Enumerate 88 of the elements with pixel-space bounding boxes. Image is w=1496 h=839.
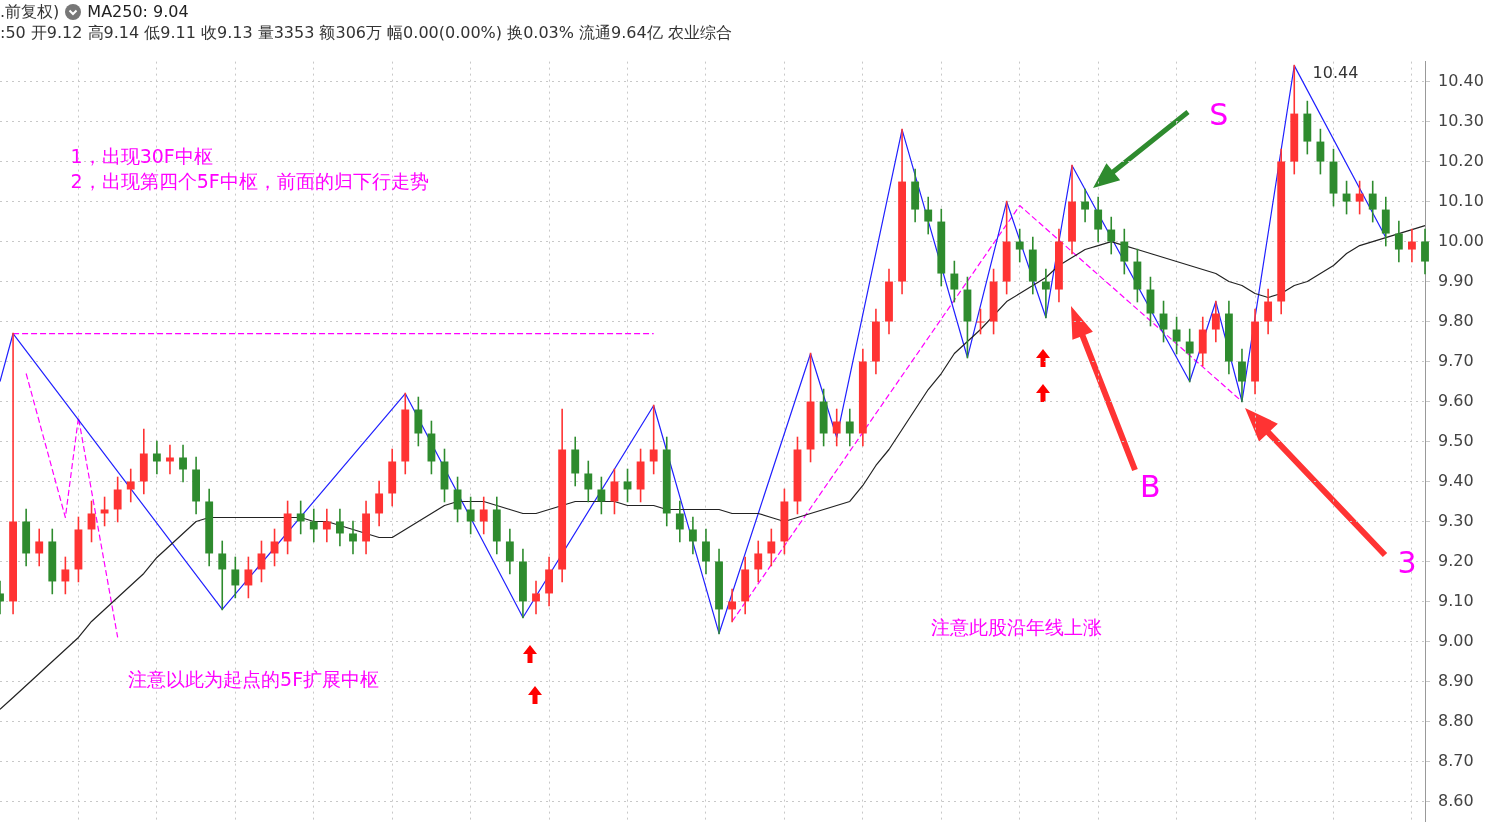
candlestick: [571, 436, 580, 487]
y-tick-label: 9.80: [1438, 310, 1474, 330]
candlestick: [1120, 228, 1129, 275]
candlestick: [309, 508, 318, 543]
candlestick: [597, 476, 606, 515]
y-tick-label: 10.10: [1438, 190, 1484, 210]
candlestick: [179, 444, 187, 483]
candlestick: [688, 516, 697, 555]
candlestick: [1094, 196, 1103, 243]
y-tick-label: 8.90: [1438, 670, 1474, 690]
candlestick: [479, 496, 488, 535]
candlestick: [322, 508, 331, 543]
candlestick: [414, 396, 423, 447]
candlestick: [1264, 288, 1273, 335]
candlestick: [1316, 128, 1325, 175]
candlestick: [728, 588, 737, 623]
annotation: 1，出现30F中枢 2，出现第四个5F中枢，前面的归下行走势: [70, 144, 429, 192]
candlestick: [349, 520, 357, 555]
candlestick: [767, 528, 776, 567]
candlestick: [218, 540, 227, 611]
candlestick: [832, 408, 841, 447]
y-tick-label: 9.50: [1438, 430, 1474, 450]
candlestick: [113, 476, 122, 523]
y-tick-label: 9.30: [1438, 510, 1474, 530]
y-tick-label: 8.80: [1438, 710, 1474, 730]
y-tick-label: 9.00: [1438, 630, 1474, 650]
candlestick: [1185, 328, 1194, 383]
chart-subtitle: :50 开9.12 高9.14 低9.11 收9.13 量3353 额306万 幅0.00(0.00%) 换0.03% 流通9.64亿 农业综合: [0, 22, 733, 43]
annotation: 3: [1397, 545, 1417, 581]
candlestick: [1041, 268, 1050, 319]
candlestick: [244, 556, 253, 599]
line-series: [25, 372, 119, 639]
y-tick-label: 9.10: [1438, 590, 1474, 610]
y-tick-label: 9.20: [1438, 550, 1474, 570]
candlestick: [152, 440, 161, 475]
candlestick: [100, 496, 109, 527]
candlestick: [924, 196, 933, 235]
annotation: S: [1209, 97, 1229, 133]
candlestick: [61, 556, 70, 595]
candlestick: [1355, 180, 1364, 215]
y-tick-label: 9.60: [1438, 390, 1474, 410]
candlestick: [1408, 228, 1416, 263]
candlestick: [1015, 228, 1024, 263]
candlestick: [1238, 348, 1246, 403]
y-tick-label: 9.70: [1438, 350, 1474, 370]
candlestick: [545, 556, 554, 607]
candlestick: [231, 556, 240, 599]
y-tick-label: 9.40: [1438, 470, 1474, 490]
candlestick: [375, 480, 384, 527]
annotation: 注意以此为起点的5F扩展中枢: [128, 668, 380, 691]
candlestick: [702, 528, 710, 575]
candlestick: [1198, 316, 1207, 367]
candlestick: [1172, 316, 1181, 355]
annotation: 注意此股沿年线上涨: [930, 616, 1102, 639]
candlestick: [126, 468, 135, 503]
candlestick: [1368, 180, 1377, 223]
candlestick: [335, 508, 344, 547]
candlestick: [1394, 220, 1403, 263]
annotation: 10.44: [1312, 62, 1359, 82]
candlestick: [1211, 300, 1220, 343]
y-tick-label: 10.00: [1438, 230, 1484, 250]
y-tick-label: 10.30: [1438, 110, 1484, 130]
candlestick: [584, 460, 593, 503]
candlestick: [845, 408, 854, 447]
y-tick-label: 10.20: [1438, 150, 1484, 170]
candlestick: [466, 496, 475, 535]
candlestick: [166, 444, 174, 475]
candlestick: [649, 404, 658, 475]
y-tick-label: 9.90: [1438, 270, 1474, 290]
candlestick: [87, 500, 96, 543]
candlestick: [35, 528, 44, 567]
y-tick-label: 10.40: [1438, 70, 1484, 90]
y-tick-label: 8.70: [1438, 750, 1474, 770]
candlestick: [505, 528, 514, 575]
candlestick: [754, 540, 763, 583]
candlestick: [1107, 216, 1116, 255]
candlestick: [1381, 196, 1390, 247]
candlestick: [1159, 300, 1168, 343]
annotation: B: [1140, 469, 1161, 505]
candlestick: [257, 540, 266, 583]
candlestick: [532, 580, 540, 615]
candlestick: [950, 260, 959, 303]
candlestick: [1081, 188, 1090, 223]
chart-title: .前复权): [0, 1, 60, 22]
y-tick-label: 8.60: [1438, 790, 1474, 810]
candlestick: [296, 500, 305, 535]
text: MA250: 9.04: [87, 1, 189, 22]
candlestick: [675, 500, 684, 543]
